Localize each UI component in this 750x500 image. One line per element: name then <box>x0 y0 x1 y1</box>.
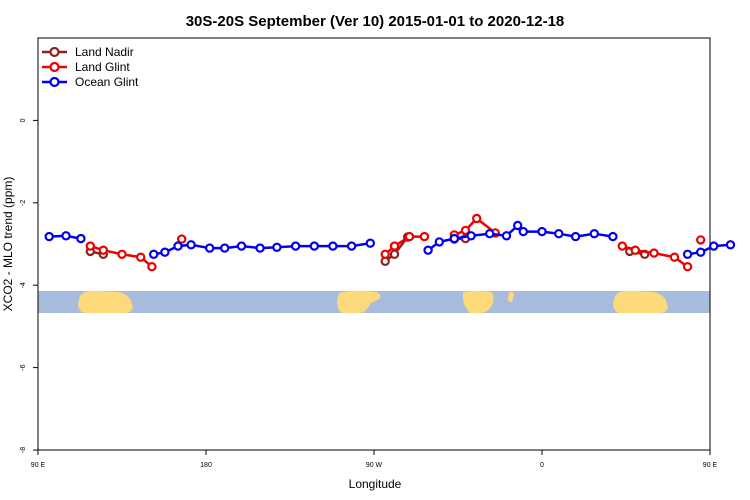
data-point-ocean-glint <box>682 249 693 259</box>
data-point-ocean-glint <box>537 226 547 237</box>
data-point-land-glint <box>389 241 400 251</box>
y-tick-label: -6 <box>20 364 27 370</box>
y-tick-label: -2 <box>20 200 27 206</box>
map-land-south-america <box>337 290 381 313</box>
data-point-ocean-glint <box>485 228 495 239</box>
legend-label: Land Glint <box>75 60 130 74</box>
data-point-ocean-glint <box>272 242 282 252</box>
data-point-ocean-glint <box>589 228 600 239</box>
series-line-land-glint <box>384 235 425 256</box>
data-point-ocean-glint <box>696 247 706 257</box>
data-point-ocean-glint <box>160 247 170 257</box>
data-point-ocean-glint <box>328 241 338 251</box>
y-tick-label: -4 <box>20 282 27 288</box>
legend-swatch-marker <box>49 76 60 88</box>
y-axis-ticks: 0 -2 -4 -6 -8 <box>20 118 38 453</box>
x-tick-label: 0 <box>540 462 544 469</box>
data-point-ocean-glint <box>449 233 459 244</box>
data-point-ocean-glint <box>173 241 183 251</box>
x-tick-label: 180 <box>200 462 212 469</box>
legend-label: Land Nadir <box>75 45 134 59</box>
data-point-ocean-glint <box>255 243 265 253</box>
x-axis-ticks: 90 E 180 90 W 0 90 E <box>31 450 718 469</box>
data-point-land-glint <box>649 248 659 258</box>
data-point-ocean-glint <box>148 249 159 259</box>
data-point-ocean-glint <box>501 231 512 241</box>
map-ocean-band <box>38 291 710 313</box>
data-point-land-glint <box>460 225 471 236</box>
data-point-land-glint <box>380 249 390 259</box>
data-point-ocean-glint <box>434 237 444 247</box>
data-point-land-nadir <box>389 249 400 259</box>
data-point-land-glint <box>135 252 146 262</box>
data-point-land-glint <box>176 234 187 244</box>
map-land-madagascar <box>508 291 514 303</box>
y-axis-title: XCO2 - MLO trend (ppm) <box>1 177 15 312</box>
data-point-ocean-glint <box>219 243 230 253</box>
x-tick-label: 90 E <box>31 462 46 469</box>
legend-label: Ocean Glint <box>75 75 139 89</box>
series-line-ocean-glint <box>687 243 731 256</box>
data-point-ocean-glint <box>186 240 196 250</box>
map-land-australia-repeat <box>613 290 668 313</box>
data-point-land-glint <box>617 241 628 251</box>
data-point-ocean-glint <box>236 241 247 251</box>
x-tick-label: 90 W <box>366 462 383 469</box>
data-point-land-glint <box>696 235 706 245</box>
legend-item-land-glint: Land Glint <box>42 60 130 74</box>
data-point-land-glint <box>98 245 109 255</box>
data-point-land-glint <box>117 249 127 259</box>
series-ocean-glint <box>44 220 736 259</box>
data-point-land-glint <box>669 252 680 262</box>
data-point-land-glint <box>404 231 415 242</box>
data-point-ocean-glint <box>709 241 719 251</box>
x-tick-label: 90 E <box>703 462 718 469</box>
data-point-land-glint <box>682 262 693 272</box>
legend-item-land-nadir: Land Nadir <box>42 45 134 59</box>
data-point-ocean-glint <box>554 228 564 239</box>
data-point-ocean-glint <box>309 241 319 251</box>
series-line-land-glint <box>453 217 497 237</box>
legend-swatch-marker <box>49 61 60 73</box>
data-point-ocean-glint <box>204 243 215 253</box>
data-point-ocean-glint <box>365 238 375 248</box>
legend-item-ocean-glint: Ocean Glint <box>42 75 139 89</box>
x-axis-title: Longitude <box>349 477 402 491</box>
data-point-ocean-glint <box>423 245 433 255</box>
data-point-ocean-glint <box>608 231 618 242</box>
series-layer <box>44 213 736 272</box>
map-land-africa <box>463 291 494 313</box>
map-strip <box>38 290 710 313</box>
data-point-ocean-glint <box>76 233 86 244</box>
data-point-ocean-glint <box>725 240 736 250</box>
data-point-ocean-glint <box>466 231 476 241</box>
map-land-australia <box>78 290 133 313</box>
data-point-ocean-glint <box>346 241 357 251</box>
data-point-land-glint <box>630 245 641 255</box>
data-point-ocean-glint <box>570 231 581 242</box>
data-point-land-glint <box>147 262 157 272</box>
data-point-ocean-glint <box>61 231 71 241</box>
data-point-ocean-glint <box>290 241 301 251</box>
data-point-land-glint <box>472 213 482 224</box>
data-point-land-glint <box>419 231 430 242</box>
data-point-ocean-glint <box>518 226 529 237</box>
data-point-ocean-glint <box>44 231 54 242</box>
data-point-land-glint <box>85 241 96 251</box>
legend-swatch-marker <box>49 46 60 58</box>
chart-title: 30S-20S September (Ver 10) 2015-01-01 to… <box>186 13 565 30</box>
data-point-ocean-glint <box>513 220 523 231</box>
y-tick-label: -8 <box>20 447 27 453</box>
y-tick-label: 0 <box>20 118 27 122</box>
